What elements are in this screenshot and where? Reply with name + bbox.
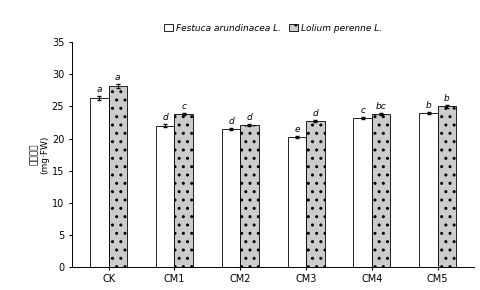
Bar xyxy=(108,86,127,267)
Text: d: d xyxy=(228,117,234,126)
Text: b: b xyxy=(444,94,450,103)
Y-axis label: 规草层继
(mg·FW): 规草层继 (mg·FW) xyxy=(30,135,49,174)
Text: a: a xyxy=(115,73,120,82)
Bar xyxy=(420,113,438,267)
Bar xyxy=(240,125,259,267)
Bar xyxy=(222,129,240,267)
Legend: Festuca arundinacea L., Lolium perenne L.: Festuca arundinacea L., Lolium perenne L… xyxy=(160,20,386,36)
Text: c: c xyxy=(360,106,365,115)
Text: d: d xyxy=(247,113,252,122)
Bar xyxy=(438,106,456,267)
Bar xyxy=(90,98,108,267)
Text: c: c xyxy=(181,102,186,111)
Bar xyxy=(306,121,324,267)
Text: a: a xyxy=(96,85,102,94)
Text: d: d xyxy=(312,109,318,118)
Bar xyxy=(288,137,306,267)
Bar xyxy=(174,114,193,267)
Text: e: e xyxy=(294,125,300,134)
Text: b: b xyxy=(426,101,432,110)
Bar xyxy=(372,114,390,267)
Bar xyxy=(353,118,372,267)
Bar xyxy=(156,126,174,267)
Text: bc: bc xyxy=(376,102,386,111)
Text: d: d xyxy=(162,113,168,122)
